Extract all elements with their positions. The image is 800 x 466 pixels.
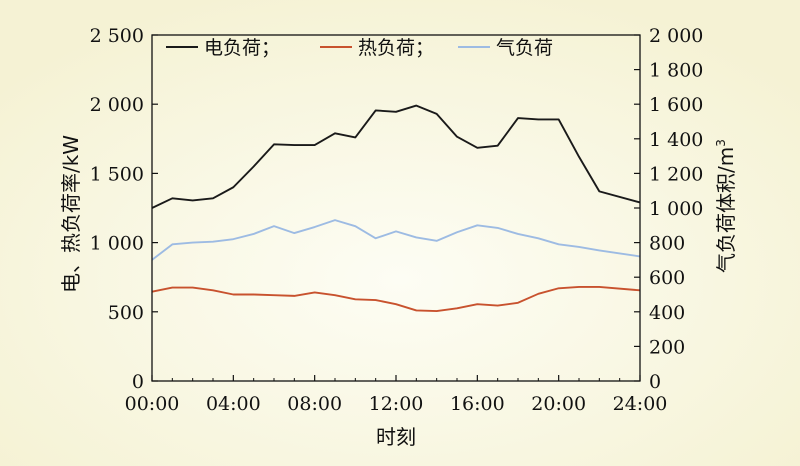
- y-right-tick-label: 400: [649, 302, 685, 324]
- y-right-tick-label: 600: [649, 267, 685, 289]
- y-right-tick-label: 1 600: [649, 94, 703, 116]
- y-right-tick-label: 1 800: [649, 60, 703, 82]
- y-right-tick-label: 1 400: [649, 129, 703, 151]
- y-left-tick-label: 1 500: [90, 163, 144, 185]
- y-right-tick-label: 1 000: [649, 198, 703, 220]
- y-right-tick-label: 1 200: [649, 163, 703, 185]
- x-tick-label: 08:00: [287, 393, 342, 415]
- series-line-1: [151, 104, 641, 209]
- legend: 电负荷； 热负荷； 气负荷: [166, 37, 553, 59]
- y-left-tick-label: 1 000: [90, 233, 144, 255]
- x-tick-label: 24:00: [613, 393, 668, 415]
- series-layer: [151, 104, 641, 313]
- x-tick-label: 16:00: [450, 393, 505, 415]
- x-tick-label: 12:00: [369, 393, 424, 415]
- y-right-axis-title: 气负荷体积/m3: [714, 139, 738, 273]
- tick-layer: 0 500 1 000 1 500 2 000 2 500 0 200 400 600 800 1 0…: [90, 25, 704, 415]
- legend-label: 电负荷；: [204, 37, 280, 59]
- x-tick-label: 04:00: [206, 393, 261, 415]
- y-left-tick-label: 500: [108, 302, 144, 324]
- y-left-tick-label: 0: [132, 371, 144, 393]
- y-right-tick-label: 0: [649, 371, 661, 393]
- y-right-tick-label: 200: [649, 336, 685, 358]
- series-line-3: [151, 219, 641, 261]
- y-right-tick-label: 2 000: [649, 25, 703, 47]
- y-left-tick-label: 2 000: [90, 94, 144, 116]
- series-line-2: [151, 285, 641, 313]
- y-left-axis-title: 电、热负荷率/kW: [59, 135, 83, 293]
- y-left-tick-label: 2 500: [90, 25, 144, 47]
- x-tick-label: 20:00: [531, 393, 586, 415]
- legend-label: 热负荷；: [358, 37, 434, 59]
- x-tick-label: 00:00: [125, 393, 180, 415]
- legend-label: 气负荷: [496, 37, 553, 59]
- x-axis-title: 时刻: [376, 425, 416, 449]
- y-right-axis-title-sup: 3: [714, 139, 728, 147]
- y-right-axis-title-main: 气负荷体积/m: [714, 147, 738, 273]
- y-right-tick-label: 800: [649, 233, 685, 255]
